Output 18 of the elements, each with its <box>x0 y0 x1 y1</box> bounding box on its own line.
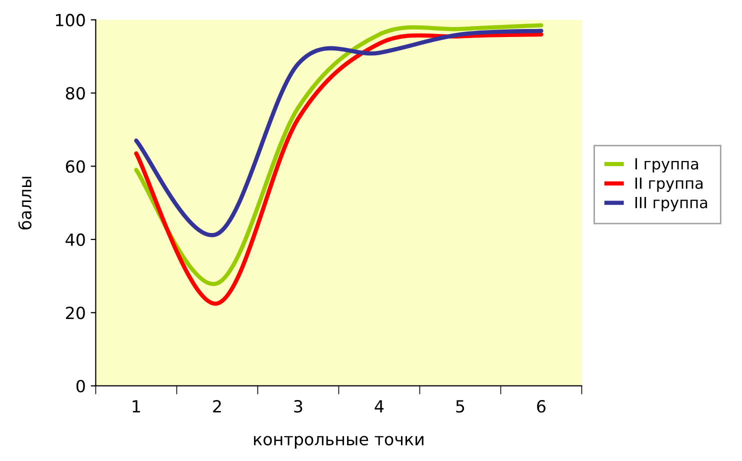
x-tick-label: 1 <box>132 400 140 412</box>
legend-label: II группа <box>635 178 703 192</box>
line-series <box>134 28 544 237</box>
x-tick-label: 5 <box>456 400 464 413</box>
x-tick-label: 4 <box>374 400 384 412</box>
legend-label: I группа <box>635 158 698 173</box>
legend-label: III группа <box>635 196 708 212</box>
y-axis-title: баллы <box>18 176 32 230</box>
x-tick-label: 6 <box>537 400 546 413</box>
y-tick-label: 100 <box>56 14 85 26</box>
y-tick-label: 0 <box>76 380 85 392</box>
y-tick-label: 20 <box>66 306 85 320</box>
x-tick-label: 2 <box>213 400 221 412</box>
y-tick-label: 40 <box>66 233 85 246</box>
y-tick-label: 60 <box>66 160 85 173</box>
y-tick-label: 80 <box>66 86 85 100</box>
x-axis-title: контрольные точки <box>254 436 424 449</box>
x-tick-label: 3 <box>294 400 302 413</box>
